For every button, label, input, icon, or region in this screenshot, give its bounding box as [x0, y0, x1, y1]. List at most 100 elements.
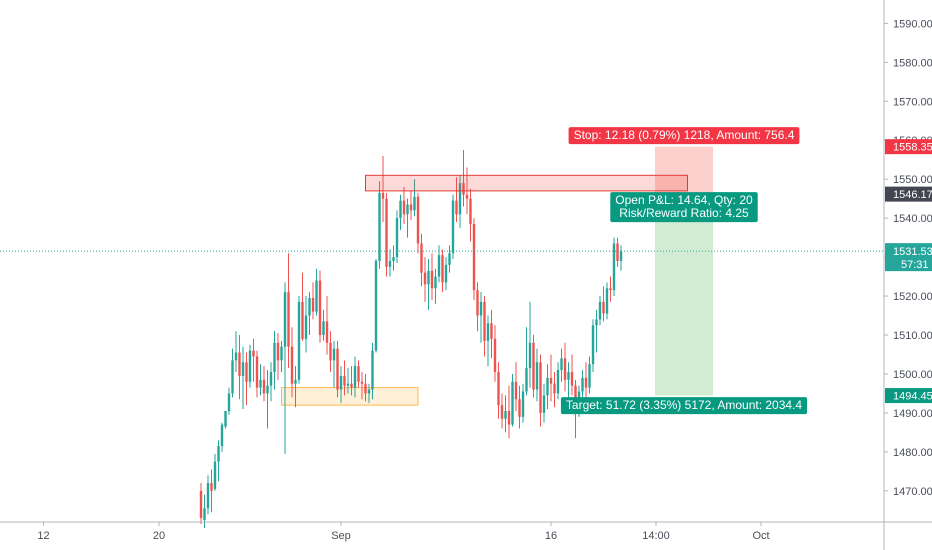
target-zone[interactable]: [655, 194, 713, 396]
candle-body: [220, 424, 224, 447]
entry-price-tag: 1546.17: [885, 186, 932, 202]
candle-body: [287, 292, 290, 347]
candle-body: [374, 261, 378, 351]
candle-body: [262, 379, 266, 394]
candle-body: [231, 360, 234, 394]
candle-body: [609, 288, 612, 291]
candle-body: [588, 364, 591, 388]
candle-body: [413, 196, 416, 211]
price-tick-label: 1590.00: [893, 18, 932, 30]
candle-body: [283, 292, 287, 347]
time-tick-label: Sep: [331, 530, 351, 542]
candle-body: [301, 301, 304, 339]
candle-body: [238, 352, 241, 376]
target-label[interactable]: Target: 51.72 (3.35%) 5172, Amount: 2034…: [560, 397, 808, 415]
support-zone-rectangle[interactable]: [281, 387, 419, 406]
candle-body: [542, 395, 546, 413]
candle-body: [455, 200, 458, 215]
candle-body: [360, 381, 364, 384]
candle-body: [343, 375, 346, 386]
resistance-zone-rectangle[interactable]: [365, 174, 688, 192]
candle-body: [591, 325, 595, 365]
stop-price-tag: 1558.35: [885, 139, 932, 155]
price-tick-label: 1570.00: [893, 96, 932, 108]
candle-body: [308, 298, 311, 316]
candle-body: [553, 383, 556, 394]
candle-body: [560, 358, 563, 371]
candle-body: [490, 323, 493, 339]
candle-body: [476, 290, 479, 316]
candle-body: [525, 368, 528, 392]
candle-body: [462, 183, 465, 195]
open-pnl-label[interactable]: Open P&L: 14.64, Qty: 20 Risk/Reward Rat…: [610, 192, 758, 223]
candle-body: [325, 321, 329, 343]
time-axis[interactable]: 1523Aug1220Sep1614:00Oct1422: [0, 522, 932, 542]
candle-body: [346, 383, 350, 386]
stop-label[interactable]: Stop: 12.18 (0.79%) 1218, Amount: 756.4: [568, 127, 800, 145]
candle-body: [371, 350, 374, 390]
candle-body: [444, 264, 448, 283]
candle-body: [213, 461, 217, 489]
price-tick-label: 1490.00: [893, 408, 932, 420]
candle-body: [441, 255, 444, 283]
price-tick-label: 1540.00: [893, 213, 932, 225]
candle-body: [252, 350, 255, 357]
price-tick-label: 1500.00: [893, 369, 932, 381]
candle-body: [504, 410, 507, 419]
candle-body: [458, 183, 462, 215]
price-tick-label: 1580.00: [893, 57, 932, 69]
candle-body: [532, 342, 535, 390]
candle-body: [518, 399, 521, 417]
candle-body: [465, 194, 469, 199]
candle-body: [479, 301, 483, 316]
candle-body: [570, 372, 574, 386]
candle-body: [217, 446, 220, 462]
candle-body: [420, 243, 423, 273]
candle-body: [367, 389, 371, 394]
candle-body: [584, 377, 588, 388]
stop-label-text: Stop: 12.18 (0.79%) 1218, Amount: 756.4: [574, 128, 795, 142]
candle-body: [497, 372, 500, 406]
candle-body: [616, 243, 619, 261]
last-price-tag: 1531.53 57:31: [885, 243, 932, 272]
candle-body: [329, 342, 332, 361]
candle-body: [395, 218, 399, 258]
candle-body: [245, 362, 248, 382]
candle-body: [378, 192, 381, 261]
candle-body: [563, 358, 567, 380]
candle-body: [234, 352, 238, 361]
candle-body: [381, 192, 385, 199]
time-tick-label: 14:00: [642, 530, 670, 542]
candle-body: [402, 200, 406, 215]
candle-body: [486, 323, 490, 341]
candle-body: [423, 272, 427, 285]
candle-body: [241, 362, 245, 376]
price-tick-label: 1550.00: [893, 174, 932, 186]
candle-body: [206, 483, 210, 509]
candle-body: [297, 301, 301, 380]
price-tick-label: 1510.00: [893, 330, 932, 342]
candle-body: [581, 377, 584, 392]
entry-price-tag-text: 1546.17: [893, 189, 932, 201]
candle-body: [595, 319, 598, 326]
candle-body: [311, 298, 315, 312]
candle-body: [339, 375, 343, 390]
candle-body: [399, 200, 402, 219]
target-label-text: Target: 51.72 (3.35%) 5172, Amount: 2034…: [566, 398, 802, 412]
stop-zone[interactable]: [655, 146, 713, 195]
candle-body: [406, 204, 409, 215]
time-tick-label: 20: [153, 530, 165, 542]
candle-body: [294, 379, 297, 384]
candle-body: [493, 338, 497, 373]
candle-body: [416, 196, 420, 244]
candle-body: [500, 405, 504, 419]
candle-body: [483, 301, 486, 341]
target-price-tag: 1494.45: [885, 388, 932, 404]
candle-body: [514, 381, 518, 400]
candle-body: [269, 372, 273, 386]
candle-body: [276, 342, 280, 361]
candle-body: [318, 280, 322, 336]
candle-body: [336, 348, 339, 390]
